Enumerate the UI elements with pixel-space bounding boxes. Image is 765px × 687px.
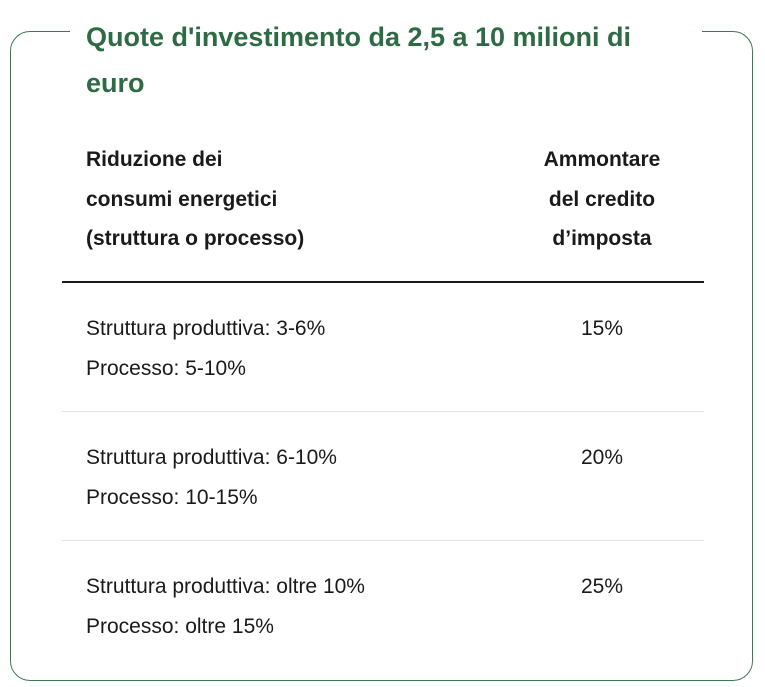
header-reduction: Riduzione dei consumi energetici (strutt… — [86, 140, 386, 259]
table-row: Struttura produttiva: 6-10% Processo: 10… — [62, 412, 704, 541]
credit-value: 15% — [580, 317, 624, 340]
header-reduction-line: (struttura o processo) — [86, 227, 305, 250]
reduction-cell: Struttura produttiva: 3-6% Processo: 5-1… — [86, 309, 486, 389]
struttura-value: Struttura produttiva: 6-10% — [86, 446, 337, 469]
processo-value: Processo: oltre 15% — [86, 615, 274, 638]
header-credit-line: d’imposta — [552, 227, 652, 250]
table-header: Riduzione dei consumi energetici (strutt… — [62, 140, 704, 283]
struttura-value: Struttura produttiva: 3-6% — [86, 317, 326, 340]
reduction-cell: Struttura produttiva: 6-10% Processo: 10… — [86, 438, 486, 518]
header-credit: Ammontare del credito d’imposta — [492, 140, 712, 259]
credit-value: 20% — [580, 446, 624, 469]
struttura-value: Struttura produttiva: oltre 10% — [86, 575, 365, 598]
reduction-cell: Struttura produttiva: oltre 10% Processo… — [86, 567, 486, 647]
header-reduction-line: Riduzione dei — [86, 148, 223, 171]
header-reduction-line: consumi energetici — [86, 187, 278, 211]
header-credit-line: Ammontare — [543, 148, 661, 171]
credit-table: Riduzione dei consumi energetici (strutt… — [62, 140, 704, 670]
processo-value: Processo: 5-10% — [86, 357, 246, 380]
credit-value: 25% — [580, 575, 624, 598]
table-row: Struttura produttiva: 3-6% Processo: 5-1… — [62, 283, 704, 412]
header-credit-line: del credito — [548, 187, 656, 211]
processo-value: Processo: 10-15% — [86, 486, 258, 509]
box-title: Quote d'investimento da 2,5 a 10 milioni… — [70, 14, 702, 106]
table-row: Struttura produttiva: oltre 10% Processo… — [62, 541, 704, 670]
